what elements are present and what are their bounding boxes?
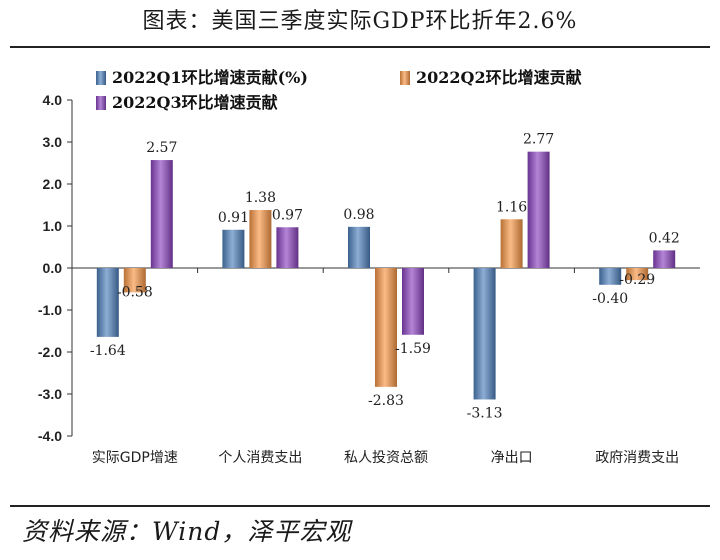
data-label: 0.91 — [218, 210, 249, 226]
data-label: -0.40 — [592, 291, 628, 307]
bar — [123, 268, 146, 293]
bar — [249, 210, 272, 268]
bar-chart: 4.0 3.0 2.0 1.0 0.0 -1.0 -2.0 -3.0 -4.0 -1.64 -0.5… — [38, 68, 700, 466]
chart-title: 图表：美国三季度实际GDP环比折年2.6% — [142, 9, 578, 34]
x-category-label: 个人消费支出 — [218, 450, 302, 466]
y-tick-label: -4.0 — [38, 428, 62, 444]
data-label: 0.98 — [343, 207, 374, 223]
legend-label: 2022Q3环比增速贡献 — [112, 93, 278, 112]
data-label: -3.13 — [467, 405, 503, 421]
y-tick-label: -2.0 — [38, 344, 62, 360]
data-label: -1.64 — [90, 343, 126, 359]
bar — [599, 268, 622, 285]
data-label: 0.42 — [649, 230, 680, 246]
bar — [348, 226, 370, 268]
bar — [500, 219, 523, 268]
legend-label: 2022Q2环比增速贡献 — [416, 68, 582, 87]
bar — [653, 250, 676, 268]
data-label: -1.59 — [395, 341, 431, 357]
data-label: -0.29 — [619, 272, 655, 288]
bar — [150, 160, 173, 268]
source-rule — [10, 505, 710, 507]
y-tick-label: 3.0 — [43, 134, 63, 150]
x-category-label: 私人投资总额 — [344, 450, 428, 466]
bar — [276, 227, 299, 268]
data-label: 1.16 — [496, 199, 527, 215]
title-rule — [10, 46, 710, 48]
y-tick-label: 0.0 — [43, 260, 63, 276]
y-tick-label: -1.0 — [38, 302, 62, 318]
bar — [626, 268, 649, 281]
y-tick-label: 2.0 — [43, 176, 63, 192]
source-note: 资料来源：Wind，泽平宏观 — [22, 517, 352, 546]
bar — [527, 151, 550, 268]
data-label: -2.83 — [368, 393, 404, 409]
data-label: 0.97 — [272, 207, 303, 223]
bar — [375, 268, 397, 387]
bar — [473, 268, 496, 400]
data-label: 2.57 — [146, 140, 177, 156]
x-category-label: 实际GDP增速 — [92, 450, 178, 466]
data-label: 2.77 — [523, 132, 554, 148]
data-label: 1.38 — [245, 190, 276, 206]
x-category-label: 政府消费支出 — [595, 450, 679, 466]
legend-label: 2022Q1环比增速贡献(%) — [112, 68, 308, 87]
legend-swatch — [96, 96, 106, 110]
y-tick-label: 4.0 — [43, 92, 63, 108]
legend-swatch — [96, 71, 106, 85]
bar — [402, 268, 424, 335]
data-label: -0.58 — [117, 284, 153, 300]
x-category-label: 净出口 — [491, 450, 533, 466]
legend-swatch — [400, 71, 410, 85]
bar — [222, 229, 245, 268]
bar — [96, 268, 119, 337]
y-tick-label: 1.0 — [43, 218, 63, 234]
y-tick-label: -3.0 — [38, 386, 62, 402]
